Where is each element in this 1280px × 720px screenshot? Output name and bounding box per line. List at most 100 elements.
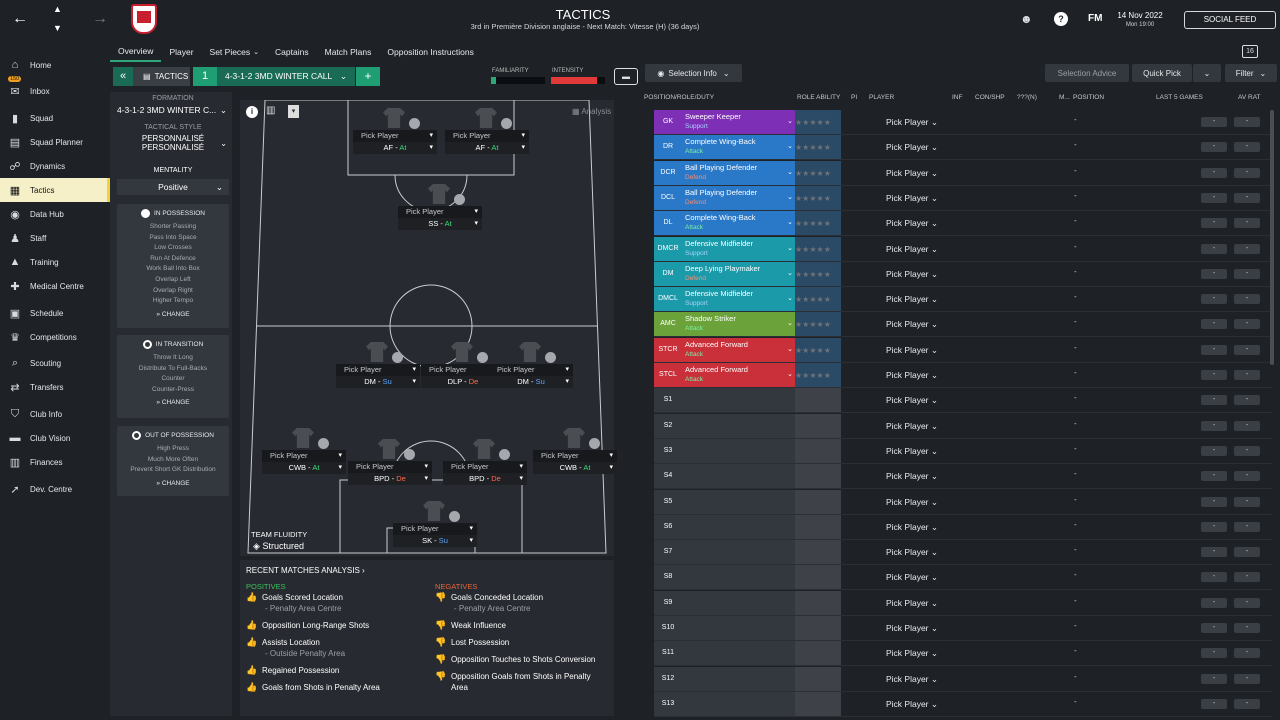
- role-duty-select[interactable]: SK - Su: [393, 535, 477, 547]
- role-duty-select[interactable]: SS - At: [398, 218, 482, 230]
- tab-captains[interactable]: Captains: [275, 47, 309, 57]
- pick-player-select[interactable]: Pick Player ⌄: [886, 572, 938, 583]
- in-possession-change-button[interactable]: » CHANGE: [117, 311, 229, 318]
- table-row[interactable]: S8 Pick Player ⌄ - - -: [654, 565, 1272, 591]
- filter-button[interactable]: Filter ⌄: [1225, 64, 1277, 82]
- pick-player-select[interactable]: Pick Player ⌄: [886, 598, 938, 609]
- sidebar-item-home[interactable]: ⌂ Home: [0, 53, 110, 77]
- sidebar-item-medical-centre[interactable]: ✚ Medical Centre: [0, 274, 110, 298]
- pick-player-select[interactable]: Pick Player ⌄: [886, 319, 938, 330]
- column-header[interactable]: CON/SHP: [975, 94, 1005, 101]
- pick-player-select[interactable]: Pick Player ⌄: [886, 699, 938, 710]
- sidebar-item-schedule[interactable]: ▣ Schedule: [0, 301, 110, 325]
- pick-player-select[interactable]: Pick Player ⌄: [886, 547, 938, 558]
- sidebar-item-club-info[interactable]: ⛉ Club Info: [0, 402, 110, 426]
- pick-player-select[interactable]: Pick Player ⌄: [886, 497, 938, 508]
- pick-player-select[interactable]: Pick Player ⌄: [886, 142, 938, 153]
- column-header[interactable]: AV RAT: [1238, 94, 1261, 101]
- position-slot[interactable]: Pick PlayerBPD - De: [443, 439, 527, 497]
- role-duty-cell[interactable]: Sweeper Keeper Support ⌄: [682, 110, 795, 134]
- table-row[interactable]: DCL ★★★★★ Ball Playing Defender Defend ⌄ Pick…: [654, 185, 1272, 211]
- tactical-style-select[interactable]: PERSONNALISÉ PERSONNALISÉ ⌄: [117, 134, 229, 156]
- up-chevron-icon[interactable]: ▲: [53, 4, 62, 14]
- table-row[interactable]: DMCR ★★★★★ Defensive Midfielder Support ⌄ Pic…: [654, 236, 1272, 262]
- help-icon[interactable]: ?: [1054, 12, 1068, 26]
- table-row[interactable]: STCR ★★★★★ Advanced Forward Attack ⌄ Pick Pla…: [654, 337, 1272, 363]
- sidebar-item-training[interactable]: ▲ Training: [0, 250, 110, 274]
- table-row[interactable]: DMCL ★★★★★ Defensive Midfielder Support ⌄ Pic…: [654, 287, 1272, 313]
- pick-player-select[interactable]: Pick Player ⌄: [886, 395, 938, 406]
- out-of-possession-section[interactable]: OUT OF POSSESSION High Press Much More Of…: [117, 426, 229, 496]
- info-icon[interactable]: i: [246, 106, 258, 118]
- table-row[interactable]: STCL ★★★★★ Advanced Forward Attack ⌄ Pick Pla…: [654, 363, 1272, 388]
- tab-overview[interactable]: Overview: [110, 42, 162, 62]
- column-header[interactable]: PLAYER: [869, 94, 895, 101]
- table-row[interactable]: S3 Pick Player ⌄ - - -: [654, 438, 1272, 464]
- position-slot[interactable]: Pick PlayerDLP - De: [421, 342, 505, 400]
- role-duty-cell[interactable]: Advanced Forward Attack ⌄: [682, 337, 795, 362]
- column-header[interactable]: INF: [952, 94, 963, 101]
- table-row[interactable]: DCR ★★★★★ Ball Playing Defender Defend ⌄ Pick…: [654, 160, 1272, 186]
- role-duty-cell[interactable]: Defensive Midfielder Support ⌄: [682, 236, 795, 261]
- analysis-title[interactable]: RECENT MATCHES ANALYSIS ›: [246, 566, 365, 575]
- column-header[interactable]: LAST 5 GAMES: [1156, 94, 1203, 101]
- sidebar-item-tactics[interactable]: ▦ Tactics: [0, 178, 110, 202]
- pick-player-select[interactable]: Pick Player ⌄: [886, 648, 938, 659]
- table-row[interactable]: S10 Pick Player ⌄ - - -: [654, 616, 1272, 641]
- table-row[interactable]: S5 Pick Player ⌄ - - -: [654, 489, 1272, 515]
- tab-match-plans[interactable]: Match Plans: [324, 47, 372, 57]
- table-row[interactable]: S13 Pick Player ⌄ - - -: [654, 691, 1272, 717]
- position-slot[interactable]: Pick PlayerAF - At: [445, 108, 529, 166]
- table-row[interactable]: S12 Pick Player ⌄ - - -: [654, 666, 1272, 692]
- role-duty-cell[interactable]: Defensive Midfielder Support ⌄: [682, 287, 795, 312]
- table-row[interactable]: AMC ★★★★★ Shadow Striker Attack ⌄ Pick Player…: [654, 312, 1272, 338]
- role-duty-cell[interactable]: Advanced Forward Attack ⌄: [682, 363, 795, 387]
- shirt-number-icon[interactable]: ▾: [288, 105, 299, 118]
- position-slot[interactable]: Pick PlayerSS - At: [398, 184, 482, 242]
- pick-player-select[interactable]: Pick Player: [398, 206, 482, 218]
- position-slot[interactable]: Pick PlayerCWB - At: [262, 428, 346, 486]
- sidebar-item-staff[interactable]: ♟ Staff: [0, 226, 110, 250]
- role-duty-select[interactable]: BPD - De: [348, 473, 432, 485]
- fullscreen-icon[interactable]: 16: [1242, 45, 1258, 58]
- role-duty-select[interactable]: CWB - At: [533, 462, 617, 474]
- pick-player-select[interactable]: Pick Player: [348, 461, 432, 473]
- pick-player-select[interactable]: Pick Player ⌄: [886, 446, 938, 457]
- chart-icon[interactable]: ▥: [266, 105, 276, 116]
- forward-arrow-icon[interactable]: →: [92, 10, 108, 27]
- quick-pick-button[interactable]: Quick Pick: [1132, 64, 1192, 82]
- pick-player-select[interactable]: Pick Player: [489, 364, 573, 376]
- pick-player-select[interactable]: Pick Player ⌄: [886, 117, 938, 128]
- column-header[interactable]: ???(N): [1017, 94, 1037, 101]
- position-slot[interactable]: Pick PlayerAF - At: [353, 108, 437, 166]
- pick-player-select[interactable]: Pick Player ⌄: [886, 370, 938, 381]
- sidebar-item-data-hub[interactable]: ◉ Data Hub: [0, 202, 110, 226]
- pick-player-select[interactable]: Pick Player: [336, 364, 420, 376]
- in-transition-change-button[interactable]: » CHANGE: [117, 399, 229, 406]
- table-row[interactable]: S2 Pick Player ⌄ - - -: [654, 413, 1272, 439]
- role-duty-cell[interactable]: Deep Lying Playmaker Defend ⌄: [682, 261, 795, 286]
- pick-player-select[interactable]: Pick Player ⌄: [886, 471, 938, 482]
- position-slot[interactable]: Pick PlayerDM - Su: [489, 342, 573, 400]
- role-duty-select[interactable]: DM - Su: [336, 376, 420, 388]
- pick-player-select[interactable]: Pick Player ⌄: [886, 218, 938, 229]
- pick-player-select[interactable]: Pick Player ⌄: [886, 674, 938, 685]
- selection-advice-button[interactable]: Selection Advice: [1045, 64, 1129, 82]
- table-row[interactable]: DL ★★★★★ Complete Wing-Back Attack ⌄ Pick Pla…: [654, 211, 1272, 237]
- pick-player-select[interactable]: Pick Player ⌄: [886, 269, 938, 280]
- pick-player-select[interactable]: Pick Player ⌄: [886, 168, 938, 179]
- sidebar-item-squad[interactable]: ▮ Squad: [0, 106, 110, 130]
- table-row[interactable]: S1 Pick Player ⌄ - - -: [654, 388, 1272, 414]
- table-row[interactable]: GK ★★★★★ Sweeper Keeper Support ⌄ Pick Player…: [654, 110, 1272, 135]
- down-chevron-icon[interactable]: ▼: [53, 23, 62, 33]
- column-header[interactable]: POSITION: [1073, 94, 1105, 101]
- pick-player-select[interactable]: Pick Player: [445, 130, 529, 142]
- position-slot[interactable]: Pick PlayerBPD - De: [348, 439, 432, 497]
- role-duty-cell[interactable]: Ball Playing Defender Defend ⌄: [682, 185, 795, 210]
- role-duty-cell[interactable]: Complete Wing-Back Attack ⌄: [682, 135, 795, 160]
- sidebar-item-scouting[interactable]: ⌕ Scouting: [0, 351, 110, 375]
- sidebar-item-squad-planner[interactable]: ▤ Squad Planner: [0, 130, 110, 154]
- social-feed-button[interactable]: SOCIAL FEED: [1184, 11, 1276, 29]
- sidebar-item-finances[interactable]: ▥ Finances: [0, 450, 110, 474]
- pick-player-select[interactable]: Pick Player ⌄: [886, 522, 938, 533]
